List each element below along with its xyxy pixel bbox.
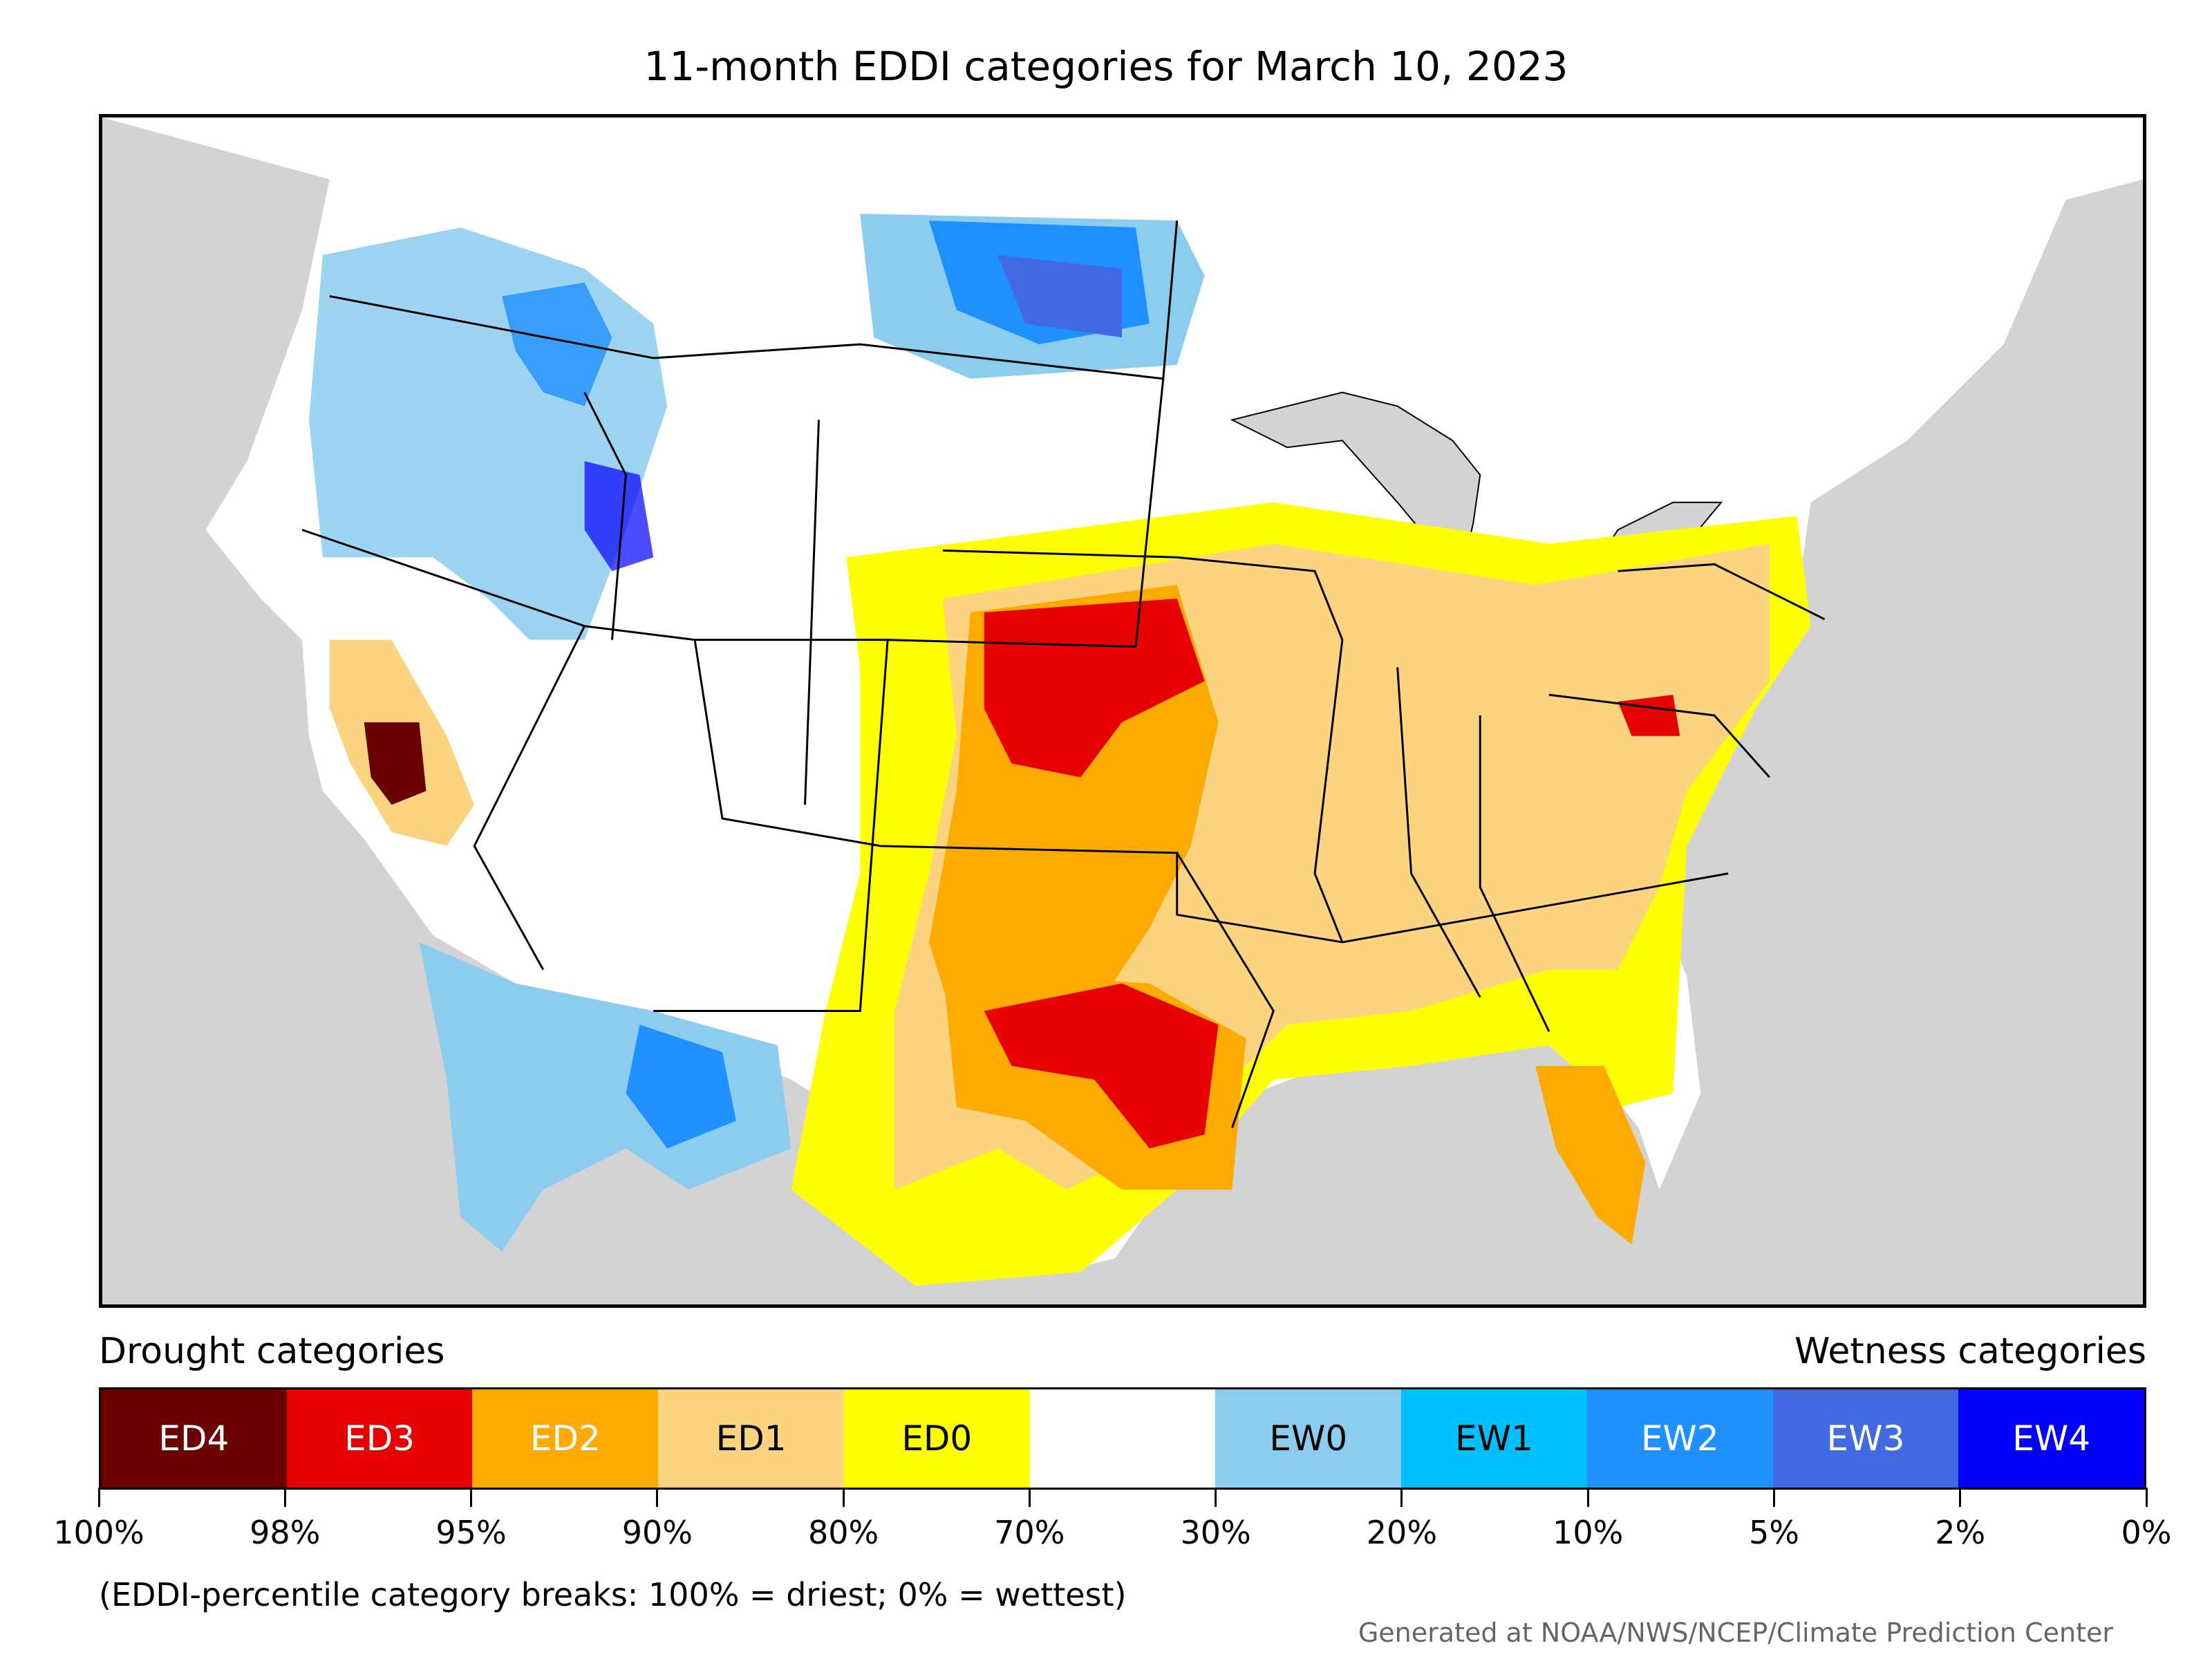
drought-california-ed4 (364, 722, 427, 805)
colorbar-tick-label: 10% (1553, 1514, 1624, 1551)
map-title: 11-month EDDI categories for March 10, 2… (644, 43, 1568, 90)
colorbar-segment-ed4: ED4 (101, 1389, 287, 1488)
colorbar-tick-labels: 100% 98% 95% 90% 80% 70% 30% 20% 10% 5% 2% 0% (53, 1514, 2171, 1555)
colorbar-tick (97, 1488, 100, 1507)
category-colorbar: ED4 ED3 ED2 ED1 ED0 EW0 EW1 EW2 EW3 EW4 (99, 1387, 2146, 1490)
wetness-sw-core (626, 1024, 736, 1149)
colorbar-segment-ew3: EW3 (1772, 1389, 1959, 1488)
colorbar-tick (1400, 1488, 1403, 1507)
colorbar-tick-label: 80% (807, 1514, 879, 1551)
wetness-nw-core (502, 282, 612, 406)
colorbar-segment-ew0: EW0 (1215, 1389, 1402, 1488)
colorbar-tick-label: 95% (435, 1514, 507, 1551)
colorbar-ticks (97, 1488, 2148, 1508)
colorbar-segment-ed0: ED0 (843, 1389, 1030, 1488)
colorbar-tick (2145, 1488, 2148, 1507)
colorbar-tick (656, 1488, 659, 1507)
eddi-map (102, 118, 2143, 1286)
colorbar-tick (1586, 1488, 1589, 1507)
colorbar-tick (283, 1488, 286, 1507)
colorbar-segment-ew2: EW2 (1586, 1389, 1773, 1488)
drought-categories-label: Drought categories (99, 1331, 445, 1372)
colorbar-tick (1028, 1488, 1031, 1507)
colorbar-tick-label: 100% (53, 1514, 144, 1551)
category-note: (EDDI-percentile category breaks: 100% =… (99, 1576, 1127, 1613)
colorbar-tick-label: 0% (2121, 1514, 2172, 1551)
colorbar-segment-ed3: ED3 (286, 1389, 473, 1488)
colorbar-tick-label: 20% (1366, 1514, 1438, 1551)
credit-text: Generated at NOAA/NWS/NCEP/Climate Predi… (1358, 1618, 2113, 1648)
drought-ed3-texas (984, 983, 1219, 1149)
colorbar-segment-ed1: ED1 (658, 1389, 844, 1488)
colorbar-tick-label: 70% (994, 1514, 1065, 1551)
colorbar-tick-label: 98% (250, 1514, 321, 1551)
wetness-nd-deep (997, 254, 1123, 338)
colorbar-segment-ew1: EW1 (1401, 1389, 1587, 1488)
colorbar-tick (1959, 1488, 1962, 1507)
colorbar-tick (1215, 1488, 1217, 1507)
drought-florida (1535, 1066, 1646, 1245)
colorbar-tick-label: 5% (1748, 1514, 1799, 1551)
colorbar-tick-label: 2% (1935, 1514, 1986, 1551)
map-panel (99, 114, 2146, 1308)
wetness-categories-label: Wetness categories (1794, 1331, 2146, 1372)
wetness-idaho (584, 461, 654, 572)
colorbar-tick (842, 1488, 845, 1507)
state-boundaries (301, 221, 1826, 1128)
wetness-sw (419, 942, 791, 1252)
colorbar-segment-ed2: ED2 (472, 1389, 659, 1488)
colorbar-tick (1772, 1488, 1775, 1507)
colorbar-tick (470, 1488, 473, 1507)
colorbar-segment-neutral (1029, 1389, 1216, 1488)
colorbar-segment-ew4: EW4 (1958, 1389, 2145, 1488)
colorbar-tick-label: 90% (621, 1514, 693, 1551)
colorbar-tick-label: 30% (1180, 1514, 1251, 1551)
